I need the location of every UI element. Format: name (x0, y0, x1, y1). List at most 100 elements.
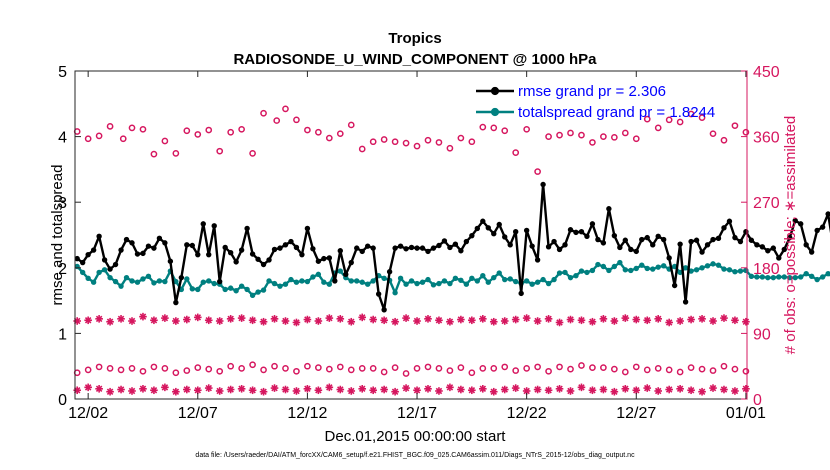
obs-assimilated-point (665, 318, 673, 327)
rmse-point (721, 225, 727, 231)
obs-possible-point (709, 130, 717, 138)
rmse-point (523, 227, 530, 234)
totalspread-point (485, 279, 491, 285)
obs-assimilated-point (226, 315, 235, 323)
rmse-point (496, 221, 502, 228)
rmse-point (244, 225, 250, 232)
rmse-point (765, 248, 771, 254)
rmse-point (655, 233, 661, 240)
obs-assimilated-point (742, 317, 750, 326)
totalspread-point (781, 274, 787, 280)
y-right-tick-label: 270 (753, 195, 780, 212)
rmse-point (315, 258, 322, 264)
rmse-point (677, 241, 683, 247)
totalspread-point (425, 276, 431, 283)
obs-possible-point (358, 365, 366, 372)
obs-possible-point (369, 138, 377, 146)
rmse-point (688, 238, 694, 245)
totalspread-point (195, 286, 201, 293)
x-tick-label: 12/27 (616, 405, 656, 422)
chart-title: Tropics (388, 30, 441, 47)
obs-assimilated-point (380, 385, 388, 394)
totalspread-point (315, 271, 322, 278)
obs-possible-point (457, 134, 465, 142)
obs-assimilated-point (731, 387, 739, 395)
rmse-point (249, 251, 256, 257)
obs-assimilated-point (621, 384, 630, 393)
rmse-point (408, 244, 415, 251)
totalspread-point (491, 274, 497, 281)
obs-assimilated-point (369, 386, 377, 395)
obs-possible-point (534, 168, 541, 175)
obs-possible-point (249, 150, 256, 157)
obs-assimilated-point (150, 316, 158, 325)
totalspread-point (699, 265, 705, 271)
totalspread-point (704, 263, 711, 269)
obs-possible-point (523, 125, 531, 133)
obs-assimilated-point (643, 384, 652, 392)
obs-possible-point (380, 368, 388, 376)
obs-assimilated-point (533, 317, 542, 325)
obs-assimilated-point (325, 383, 334, 392)
rmse-point (770, 245, 777, 251)
obs-possible-point (720, 136, 728, 144)
obs-assimilated-point (106, 387, 114, 396)
totalspread-point (496, 270, 502, 276)
obs-assimilated-point (555, 384, 564, 393)
totalspread-point (249, 292, 256, 299)
obs-assimilated-point (369, 315, 377, 324)
totalspread-point (123, 274, 130, 281)
obs-possible-point (567, 129, 574, 137)
y-left-tick-label: 3 (58, 195, 67, 212)
totalspread-point (107, 274, 113, 281)
obs-possible-point (457, 364, 465, 372)
obs-assimilated-point (270, 315, 279, 323)
totalspread-point (447, 280, 453, 287)
rmse-point (617, 244, 623, 251)
rmse-point (792, 217, 798, 224)
totalspread-point (512, 278, 519, 285)
rmse-point (375, 291, 382, 297)
obs-assimilated-point (511, 315, 520, 324)
totalspread-point (299, 278, 305, 284)
rmse-point (534, 257, 541, 263)
obs-assimilated-point (95, 384, 103, 393)
rmse-point (507, 242, 513, 248)
totalspread-point (798, 274, 804, 280)
obs-assimilated-point (128, 317, 136, 325)
rmse-point (726, 218, 733, 224)
rmse-point (255, 256, 261, 262)
obs-possible-point (687, 364, 695, 372)
rmse-point (299, 251, 305, 258)
obs-assimilated-point (237, 314, 246, 322)
chart-subtitle: RADIOSONDE_U_WIND_COMPONENT @ 1000 hPa (233, 51, 597, 68)
totalspread-point (156, 278, 163, 284)
rmse-point (370, 245, 376, 251)
obs-assimilated-point (84, 383, 92, 392)
obs-assimilated-point (709, 317, 717, 325)
totalspread-point (748, 273, 755, 280)
rmse-point (96, 233, 102, 240)
obs-assimilated-point (544, 386, 553, 395)
rmse-point (79, 259, 86, 266)
obs-possible-point (183, 127, 191, 135)
obs-possible-point (654, 365, 662, 372)
rmse-point (118, 247, 124, 253)
obs-assimilated-point (248, 386, 257, 395)
rmse-point (633, 248, 639, 255)
obs-assimilated-point (720, 385, 728, 394)
totalspread-point (227, 285, 234, 291)
rmse-point (463, 238, 470, 245)
rmse-point (469, 232, 475, 239)
rmse-point (107, 266, 113, 272)
totalspread-point (134, 279, 141, 285)
rmse-point (447, 244, 453, 251)
totalspread-point (633, 265, 639, 272)
rmse-point (178, 274, 185, 281)
y-left-tick-label: 5 (58, 64, 67, 81)
obs-possible-point (435, 365, 443, 372)
obs-assimilated-point (588, 317, 597, 326)
totalspread-point (255, 289, 261, 295)
totalspread-point (260, 287, 267, 293)
